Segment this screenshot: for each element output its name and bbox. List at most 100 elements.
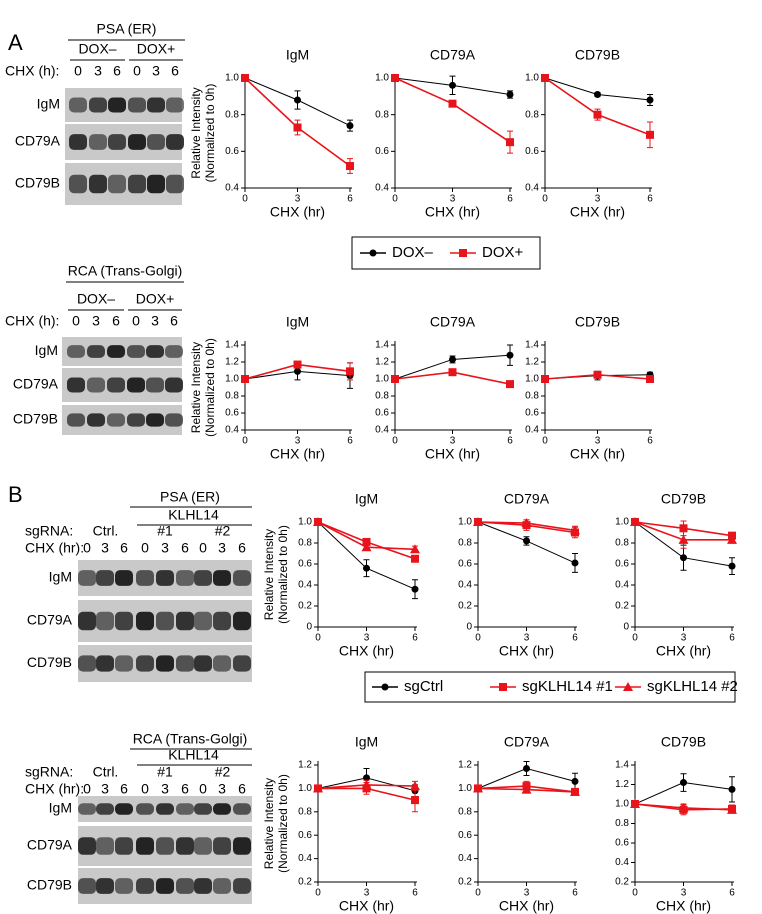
x-tick-label: 3 (450, 436, 456, 447)
y-tick-label: 1.0 (458, 517, 472, 528)
marker (506, 380, 514, 389)
blot-title: PSA (ER) (160, 489, 220, 505)
blot-band (213, 611, 231, 631)
series-line (544, 77, 651, 136)
blot-band (176, 837, 194, 855)
blot-band (87, 377, 105, 393)
lane-label: 0 (83, 540, 91, 556)
marker (411, 554, 419, 563)
y-tick-label: 1.4 (615, 760, 629, 771)
x-tick-label: 0 (632, 633, 638, 644)
group-name: DOX+ (136, 291, 175, 307)
lane-label: 3 (94, 63, 102, 79)
marker (448, 99, 457, 108)
x-axis-label: CHX (hr) (339, 643, 394, 659)
y-tick-label: 0.2 (298, 601, 312, 612)
y-tick-label: 1.0 (375, 374, 389, 385)
blot-band (194, 611, 212, 631)
blot-band (96, 803, 114, 815)
series-line (317, 521, 416, 590)
lane-label: 6 (181, 781, 189, 797)
blot-band (127, 377, 145, 393)
x-tick-label: 3 (450, 194, 456, 205)
x-tick-label: 0 (315, 633, 321, 644)
marker (728, 562, 736, 570)
lane-label: 6 (113, 63, 121, 79)
marker (506, 91, 514, 98)
lane-label: 6 (181, 540, 189, 556)
blot-band (69, 134, 87, 150)
marker (241, 375, 249, 383)
panel-letter: A (8, 30, 23, 55)
y-tick-label: 0 (623, 622, 629, 633)
row-label: IgM (49, 800, 72, 816)
y-tick-label: 0.2 (458, 601, 472, 612)
lane-label: 0 (141, 781, 149, 797)
marker (521, 784, 532, 794)
group-name: Ctrl. (93, 523, 119, 539)
blot-band (96, 570, 114, 586)
blot-band (233, 570, 251, 586)
y-tick-label: 0.6 (458, 830, 472, 841)
x-tick-label: 0 (242, 194, 248, 205)
marker (313, 517, 323, 526)
marker (679, 524, 688, 533)
blot-band (107, 345, 125, 358)
blot-band (176, 570, 194, 586)
lane-label: 0 (199, 781, 207, 797)
blot-band (156, 803, 174, 815)
x-tick-label: 3 (681, 633, 687, 644)
y-tick-label: 0.6 (298, 830, 312, 841)
y-tick-label: 0.8 (458, 538, 472, 549)
blot-band (89, 174, 107, 194)
marker (411, 585, 419, 593)
group-name: #1 (157, 523, 173, 539)
marker (346, 122, 354, 130)
blot-band (78, 611, 96, 631)
chart-title: CD79A (430, 314, 476, 330)
lane-label: 0 (141, 540, 149, 556)
blot-band (165, 377, 183, 393)
blot-band (115, 570, 133, 586)
y-tick-label: 1.2 (298, 760, 312, 771)
y-tick-label: 1.4 (525, 340, 539, 351)
x-axis-label: CHX (hr) (425, 204, 480, 220)
marker (473, 783, 483, 793)
row-label: CD79A (13, 376, 59, 392)
blot-band (147, 174, 165, 194)
blot-band (127, 413, 145, 427)
y-tick-label: 0.2 (458, 877, 472, 888)
x-tick-label: 6 (507, 194, 513, 205)
marker (410, 781, 420, 791)
lane-label: 6 (171, 63, 179, 79)
y-tick-label: 1.0 (525, 374, 539, 385)
blot-band (96, 878, 114, 894)
x-tick-label: 0 (475, 888, 481, 899)
blot-band (147, 97, 165, 113)
lane-label: 6 (120, 540, 128, 556)
panel-letter: B (8, 482, 23, 507)
x-axis-label: CHX (hr) (339, 898, 394, 914)
marker (448, 368, 457, 377)
lane-label: 3 (152, 63, 160, 79)
chx-label: CHX (hr): (25, 781, 84, 797)
blot-band (156, 570, 174, 586)
marker (391, 375, 399, 383)
group-name: Ctrl. (93, 764, 119, 780)
marker (506, 351, 514, 359)
legend-marker (623, 682, 633, 691)
blot-band (213, 878, 231, 894)
blot-band (108, 174, 126, 194)
x-tick-label: 0 (542, 436, 548, 447)
lane-label: 6 (112, 313, 120, 329)
legend-label: sgKLHL14 #2 (647, 678, 738, 695)
y-axis-label: Relative Intensity (262, 778, 276, 869)
blot-band (233, 803, 251, 815)
marker (506, 138, 514, 147)
x-tick-label: 6 (729, 633, 735, 644)
blot-band (78, 655, 96, 672)
x-tick-label: 6 (412, 888, 418, 899)
chart-title: IgM (355, 491, 378, 507)
lane-label: 3 (218, 540, 226, 556)
